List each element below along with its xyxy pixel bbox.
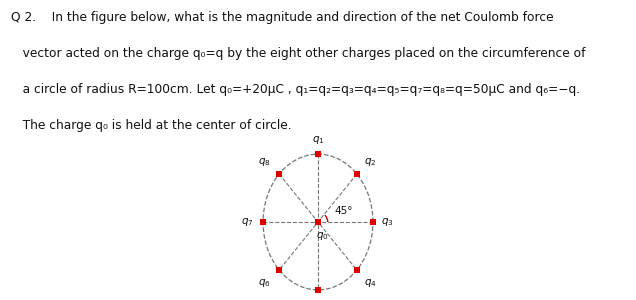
Text: $q_2$: $q_2$ bbox=[364, 156, 377, 168]
Text: Q 2.    In the figure below, what is the magnitude and direction of the net Coul: Q 2. In the figure below, what is the ma… bbox=[11, 11, 554, 23]
Text: $q_5$: $q_5$ bbox=[312, 299, 324, 300]
Text: $q_7$: $q_7$ bbox=[242, 216, 254, 228]
Text: a circle of radius R=100cm. Let q₀=+20μC , q₁=q₂=q₃=q₄=q₅=q₇=q₈=q=50μC and q₆=−q: a circle of radius R=100cm. Let q₀=+20μC… bbox=[11, 82, 581, 95]
Text: $q_0$: $q_0$ bbox=[315, 230, 328, 242]
Text: $q_1$: $q_1$ bbox=[312, 134, 324, 146]
Text: 45°: 45° bbox=[334, 206, 352, 216]
Text: $q_4$: $q_4$ bbox=[364, 277, 377, 289]
Text: vector acted on the charge q₀=q by the eight other charges placed on the circumf: vector acted on the charge q₀=q by the e… bbox=[11, 46, 586, 59]
Text: The charge q₀ is held at the center of circle.: The charge q₀ is held at the center of c… bbox=[11, 118, 292, 131]
Text: $q_3$: $q_3$ bbox=[382, 216, 394, 228]
Text: $q_8$: $q_8$ bbox=[258, 156, 271, 168]
Text: $q_6$: $q_6$ bbox=[258, 277, 271, 289]
